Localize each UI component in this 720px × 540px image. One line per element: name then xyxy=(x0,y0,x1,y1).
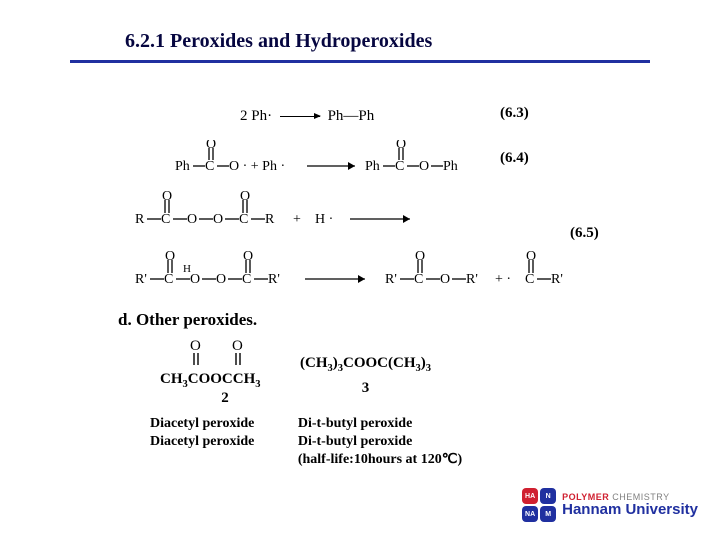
svg-text:C: C xyxy=(239,212,248,227)
svg-text:+ ·: + · xyxy=(495,272,511,287)
c3-l: (CH xyxy=(300,355,328,371)
c2-pre: CH xyxy=(160,371,183,387)
svg-text:C: C xyxy=(242,272,251,287)
c3-m: COOC(CH xyxy=(343,355,416,371)
svg-text:H: H xyxy=(183,263,191,275)
section-title: 6.2.1 Peroxides and Hydroperoxides xyxy=(125,30,432,53)
svg-text:O: O xyxy=(396,140,406,152)
eq63-rhs: Ph—Ph xyxy=(328,108,375,124)
compound-names: Diacetyl peroxide Diacetyl peroxide Di-t… xyxy=(150,415,462,470)
svg-text:R': R' xyxy=(385,272,397,287)
svg-text:R: R xyxy=(135,212,145,227)
svg-text:O: O xyxy=(419,159,429,174)
svg-text:O: O xyxy=(162,190,172,204)
eq65b-structure: R' C O O H O C O R' R' C O O xyxy=(135,250,655,295)
svg-text:O: O xyxy=(187,212,197,227)
logo-cell: HA xyxy=(522,488,538,504)
svg-text:O: O xyxy=(440,272,450,287)
eq63-label: (6.3) xyxy=(500,105,529,122)
svg-text:O: O xyxy=(240,190,250,204)
svg-text:C: C xyxy=(395,159,404,174)
svg-text:+: + xyxy=(293,212,301,227)
compound-3: (CH3)3COOC(CH3)3 3 xyxy=(300,355,431,397)
svg-text:R': R' xyxy=(268,272,280,287)
logo-cell: M xyxy=(540,506,556,522)
footer-logo: HA N NA M POLYMER CHEMISTRY Hannam Unive… xyxy=(522,488,698,522)
compound-3-number: 3 xyxy=(300,380,431,397)
svg-text:O: O xyxy=(216,272,226,287)
equation-6-5-bottom: R' C O O H O C O R' R' C O O xyxy=(135,250,655,295)
svg-text:Ph: Ph xyxy=(443,159,458,174)
eq64-label: (6.4) xyxy=(500,150,529,167)
title-underline xyxy=(70,60,650,63)
svg-text:C: C xyxy=(205,159,214,174)
logo-text: POLYMER CHEMISTRY Hannam University xyxy=(562,493,698,517)
svg-text:C: C xyxy=(414,272,423,287)
name-3a: Di-t-butyl peroxide xyxy=(298,415,462,433)
svg-text:Ph: Ph xyxy=(175,159,190,174)
svg-text:O: O xyxy=(190,338,201,354)
svg-text:H ·: H · xyxy=(315,212,333,227)
logo-cell: NA xyxy=(522,506,538,522)
svg-text:C: C xyxy=(164,272,173,287)
eq64-structure: Ph C O O · + Ph · Ph C O O Ph xyxy=(175,140,495,180)
svg-text:O: O xyxy=(206,140,216,152)
eq65a-structure: R C O O O C O R + H · xyxy=(135,190,475,235)
c2-mid: COOCCH xyxy=(188,371,256,387)
compound-2-number: 2 xyxy=(160,390,290,407)
logo-cell: N xyxy=(540,488,556,504)
equation-6-4: Ph C O O · + Ph · Ph C O O Ph xyxy=(175,140,495,180)
svg-text:O: O xyxy=(232,338,243,354)
svg-text:O: O xyxy=(190,272,200,287)
logo-university: Hannam University xyxy=(562,502,698,517)
svg-text:O: O xyxy=(526,250,536,264)
svg-text:Ph: Ph xyxy=(365,159,380,174)
svg-text:O: O xyxy=(165,250,175,264)
svg-text:R': R' xyxy=(551,272,563,287)
name-3b: Di-t-butyl peroxide xyxy=(298,433,462,451)
names-col-1: Diacetyl peroxide Diacetyl peroxide xyxy=(150,415,254,451)
svg-text:C: C xyxy=(525,272,534,287)
svg-text:O: O xyxy=(213,212,223,227)
name-2a: Diacetyl peroxide xyxy=(150,415,254,433)
svg-text:O: O xyxy=(415,250,425,264)
logo-mark-icon: HA N NA M xyxy=(522,488,556,522)
arrow-icon xyxy=(280,116,320,117)
svg-text:R: R xyxy=(265,212,275,227)
compound-2: O O CH3COOCCH3 2 xyxy=(160,338,290,393)
svg-text:R': R' xyxy=(466,272,478,287)
names-col-2: Di-t-butyl peroxide Di-t-butyl peroxide … xyxy=(298,415,462,470)
svg-text:O · + Ph ·: O · + Ph · xyxy=(229,159,285,174)
name-2b: Diacetyl peroxide xyxy=(150,433,254,451)
eq65-label: (6.5) xyxy=(570,225,599,242)
svg-text:O: O xyxy=(243,250,253,264)
eq63-lhs: 2 Ph· xyxy=(240,108,272,124)
svg-text:R': R' xyxy=(135,272,147,287)
name-3c: (half-life:10hours at 120℃) xyxy=(298,451,462,469)
svg-text:C: C xyxy=(161,212,170,227)
equation-6-5-top: R C O O O C O R + H · xyxy=(135,190,475,235)
equation-6-3: 2 Ph· Ph—Ph xyxy=(240,108,374,125)
subsection-d: d. Other peroxides. xyxy=(118,310,257,330)
